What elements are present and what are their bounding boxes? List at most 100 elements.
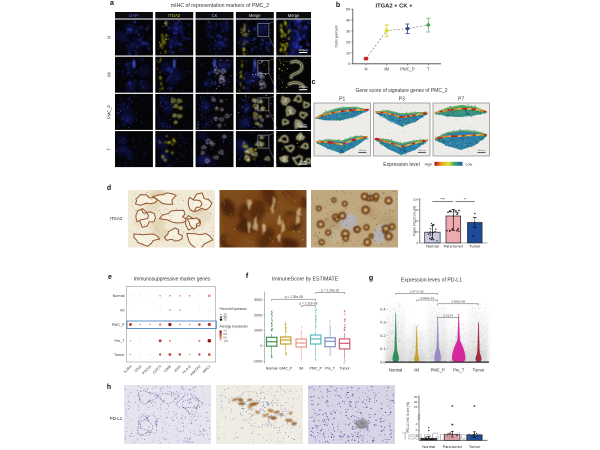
svg-text:ITGA2: ITGA2 <box>110 216 123 221</box>
svg-text:200μm: 200μm <box>299 48 309 52</box>
svg-text:mIHC of representation markers: mIHC of representation markers of PMC_2 <box>171 3 269 9</box>
svg-text:High: High <box>425 163 432 167</box>
svg-text:Low: Low <box>466 163 473 167</box>
svg-text:Merge: Merge <box>249 13 261 18</box>
svg-text:Immunosuppressive marker genes: Immunosuppressive marker genes <box>134 277 211 283</box>
svg-text:IM: IM <box>384 66 389 71</box>
svg-text:IM: IM <box>414 367 419 372</box>
svg-text:Average Expression: Average Expression <box>220 325 249 329</box>
svg-text:Tumor: Tumor <box>469 244 481 249</box>
svg-text:P7: P7 <box>458 97 464 103</box>
svg-text:Tumor: Tumor <box>473 367 485 372</box>
svg-text:P1: P1 <box>339 97 345 103</box>
svg-text:100: 100 <box>413 197 418 201</box>
svg-text:2000: 2000 <box>254 313 262 317</box>
svg-text:Gene score of signature genes: Gene score of signature genes of PMC_2 <box>356 88 448 94</box>
svg-text:Normal: Normal <box>113 294 125 298</box>
svg-text:200μm: 200μm <box>299 85 309 89</box>
svg-text:0.0: 0.0 <box>380 359 386 364</box>
svg-text:p = 2.22e-08: p = 2.22e-08 <box>299 302 317 306</box>
svg-text:GMC_P: GMC_P <box>279 367 292 371</box>
svg-text:50μm: 50μm <box>299 122 307 126</box>
svg-text:ITGA2 IHC Score (%): ITGA2 IHC Score (%) <box>412 206 416 237</box>
svg-text:500 μm: 500 μm <box>478 150 486 152</box>
svg-text:Tumor: Tumor <box>339 367 350 371</box>
svg-text:1000: 1000 <box>254 329 262 333</box>
svg-text:IM: IM <box>107 72 112 77</box>
svg-text:PMC_P: PMC_P <box>112 323 125 327</box>
svg-text:0: 0 <box>348 61 351 66</box>
svg-text:a: a <box>110 0 114 7</box>
svg-text:PMC_P: PMC_P <box>107 105 112 119</box>
svg-text:Pre_T: Pre_T <box>114 339 125 343</box>
svg-text:h: h <box>107 384 111 391</box>
svg-text:T: T <box>427 66 430 71</box>
svg-text:25: 25 <box>224 313 228 317</box>
svg-text:Merge: Merge <box>288 13 300 18</box>
svg-text:Pre_T: Pre_T <box>453 367 465 372</box>
svg-text:ITGA2: ITGA2 <box>168 13 181 18</box>
svg-text:c: c <box>312 79 316 86</box>
svg-text:p = 2.25e-08: p = 2.25e-08 <box>285 295 303 299</box>
svg-text:T: T <box>107 147 112 150</box>
svg-text:PD-L1: PD-L1 <box>110 416 123 421</box>
svg-text:0.1: 0.1 <box>380 346 385 351</box>
svg-text:PDCD1: PDCD1 <box>141 364 152 375</box>
svg-text:IL2RA: IL2RA <box>123 364 133 374</box>
svg-text:DAPI: DAPI <box>129 13 139 18</box>
svg-text:ITGA2 + CK +: ITGA2 + CK + <box>375 4 413 10</box>
svg-text:40: 40 <box>346 18 351 23</box>
svg-text:CD33: CD33 <box>134 364 143 373</box>
svg-text:PMC_P: PMC_P <box>400 66 415 71</box>
svg-text:CK: CK <box>212 13 218 18</box>
svg-text:Para-tumor: Para-tumor <box>444 244 464 249</box>
svg-text:0.4: 0.4 <box>380 307 386 312</box>
svg-text:**: ** <box>464 198 467 202</box>
svg-text:Normal: Normal <box>426 244 439 249</box>
svg-text:MRC1: MRC1 <box>202 364 212 374</box>
svg-text:25: 25 <box>415 230 419 234</box>
svg-text:Percent Expressed: Percent Expressed <box>220 307 247 311</box>
svg-text:IDO1: IDO1 <box>173 364 182 373</box>
svg-text:f: f <box>246 273 249 280</box>
svg-text:0: 0 <box>260 344 262 348</box>
svg-text:0.2: 0.2 <box>380 333 385 338</box>
svg-text:Expression level: Expression level <box>383 162 419 168</box>
svg-text:N: N <box>364 66 367 71</box>
svg-text:g: g <box>369 275 373 282</box>
svg-text:500 μm: 500 μm <box>418 150 426 152</box>
svg-text:500 μm: 500 μm <box>359 150 367 152</box>
svg-text:IM: IM <box>120 308 124 312</box>
svg-text:10: 10 <box>346 50 351 55</box>
svg-text:ImmuneScore by ESTIMATE: ImmuneScore by ESTIMATE <box>272 277 339 283</box>
svg-text:P3: P3 <box>399 97 405 103</box>
svg-text:0.5: 0.5 <box>223 332 227 336</box>
svg-text:Expression leves of PD-L1: Expression leves of PD-L1 <box>401 278 462 284</box>
svg-text:Cells percent: Cells percent <box>335 24 339 47</box>
svg-text:30: 30 <box>346 28 351 33</box>
svg-text:p = 2.25e-15: p = 2.25e-15 <box>321 288 339 292</box>
svg-text:d: d <box>107 185 111 192</box>
svg-text:75: 75 <box>415 208 419 212</box>
svg-text:b: b <box>336 2 340 9</box>
svg-text:1.0: 1.0 <box>223 329 227 333</box>
svg-text:CD86: CD86 <box>163 364 172 373</box>
svg-text:50: 50 <box>415 219 419 223</box>
svg-text:HLA-G: HLA-G <box>182 364 192 374</box>
svg-text:0: 0 <box>416 241 418 245</box>
svg-text:3.690e-08: 3.690e-08 <box>451 300 465 304</box>
svg-text:50: 50 <box>346 7 351 12</box>
svg-text:Pre_T: Pre_T <box>325 367 336 371</box>
svg-text:-1000: -1000 <box>253 360 263 364</box>
svg-text:3.043e-13: 3.043e-13 <box>420 296 434 300</box>
svg-text:75: 75 <box>224 318 228 322</box>
svg-text:3000: 3000 <box>254 298 262 302</box>
svg-text:-0.5: -0.5 <box>223 339 228 343</box>
svg-text:3.477e-05: 3.477e-05 <box>410 289 424 293</box>
svg-text:Normal: Normal <box>266 367 278 371</box>
svg-text:Tumor: Tumor <box>114 353 125 357</box>
svg-text:CD274: CD274 <box>152 364 162 374</box>
svg-text:0.3: 0.3 <box>380 320 385 325</box>
svg-text:PMC_P: PMC_P <box>431 367 445 372</box>
svg-text:50: 50 <box>224 315 228 319</box>
